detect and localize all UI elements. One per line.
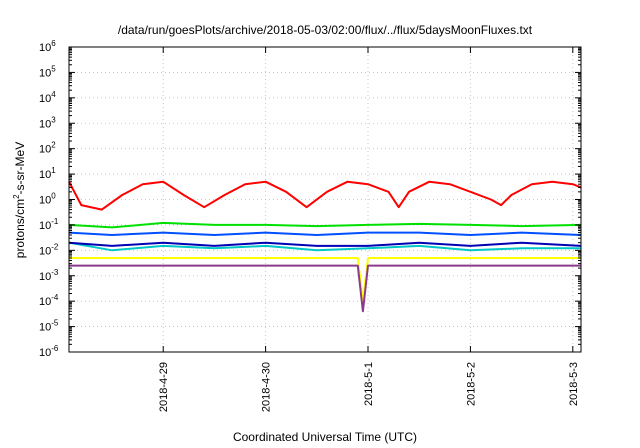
y-tick-label: 100 xyxy=(39,192,56,207)
y-tick-label: 102 xyxy=(39,141,56,156)
y-tick-label-exponent: 6 xyxy=(51,39,56,48)
y-tick-label-exponent: -4 xyxy=(51,293,59,302)
y-tick-label: 10-2 xyxy=(39,242,59,257)
x-axis-ticks: 2018-4-29 2018-4-30 2018-5-1 2018-5-2 2018-5… xyxy=(158,47,580,412)
y-tick-label-exponent: 2 xyxy=(51,141,56,150)
y-tick-label-exponent: -1 xyxy=(51,217,59,226)
series-line-4 xyxy=(68,241,581,252)
y-axis-title-suffix: -s-sr-MeV xyxy=(13,142,27,195)
y-tick-label-exponent: 4 xyxy=(51,90,56,99)
y-tick-label-exponent: 0 xyxy=(51,192,56,201)
y-tick-label-base: 10 xyxy=(39,245,51,257)
y-tick-label-base: 10 xyxy=(39,271,51,283)
y-tick-label-base: 10 xyxy=(39,169,51,181)
x-axis-title: Coordinated Universal Time (UTC) xyxy=(233,430,417,444)
chart-title: /data/run/goesPlots/archive/2018-05-03/0… xyxy=(118,23,533,37)
y-tick-label-base: 10 xyxy=(39,118,51,130)
y-axis-title-sup: 2 xyxy=(12,194,21,199)
y-tick-label-base: 10 xyxy=(39,93,51,105)
y-tick-label-base: 10 xyxy=(39,347,51,359)
y-tick-label-base: 10 xyxy=(39,67,51,79)
series-line-1 xyxy=(68,180,582,211)
y-tick-label-exponent: 1 xyxy=(51,166,56,175)
y-tick-label: 103 xyxy=(39,115,56,130)
x-tick-label: 2018-5-3 xyxy=(568,362,580,406)
y-tick-label: 10-4 xyxy=(39,293,59,308)
x-tick-label: 2018-5-2 xyxy=(465,362,477,406)
y-tick-label-base: 10 xyxy=(39,296,51,308)
y-tick-label: 101 xyxy=(39,166,56,181)
y-tick-label: 104 xyxy=(39,90,56,105)
y-tick-label-base: 10 xyxy=(39,220,51,232)
series-line-7 xyxy=(69,264,581,313)
y-tick-label-exponent: 5 xyxy=(51,64,56,73)
y-tick-label-exponent: -5 xyxy=(51,319,59,328)
x-tick-label: 2018-4-29 xyxy=(158,362,170,412)
series-line-3 xyxy=(68,231,582,236)
y-tick-label-base: 10 xyxy=(39,195,51,207)
y-tick-label: 105 xyxy=(39,64,56,79)
x-tick-label: 2018-5-1 xyxy=(363,362,375,406)
y-axis-title: protons/cm2-s-sr-MeV xyxy=(12,142,27,258)
x-tick-label: 2018-4-30 xyxy=(261,362,273,412)
y-tick-label-exponent: 3 xyxy=(51,115,56,124)
series-line-2 xyxy=(68,221,582,229)
y-tick-label: 10-6 xyxy=(39,344,59,359)
y-tick-label: 106 xyxy=(39,39,56,54)
series-line-5 xyxy=(68,241,582,247)
series-line-6 xyxy=(69,257,581,303)
series-layer xyxy=(68,180,582,313)
y-tick-label-exponent: -2 xyxy=(51,242,59,251)
y-tick-label-base: 10 xyxy=(39,42,51,54)
y-tick-label: 10-3 xyxy=(39,268,59,283)
y-tick-label-exponent: -3 xyxy=(51,268,59,277)
y-tick-label-base: 10 xyxy=(39,322,51,334)
y-axis-ticks: 10-610-510-410-310-210-11001011021031041… xyxy=(39,39,581,359)
y-tick-label: 10-1 xyxy=(39,217,59,232)
y-tick-label-exponent: -6 xyxy=(51,344,59,353)
y-tick-label: 10-5 xyxy=(39,319,59,334)
y-tick-label-base: 10 xyxy=(39,144,51,156)
y-axis-title-prefix: protons/cm xyxy=(13,199,27,258)
